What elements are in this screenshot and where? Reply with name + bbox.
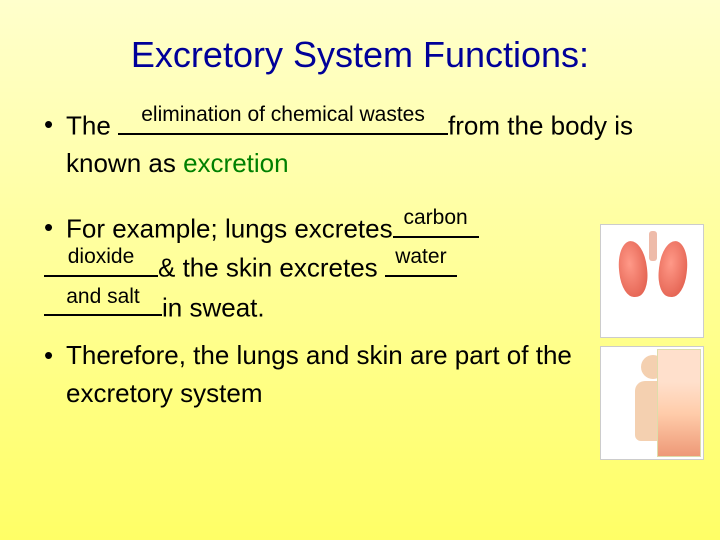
bullet-2: For example; lungs excretescarbon dioxid… xyxy=(44,209,584,327)
bullet1-pre: The xyxy=(66,111,118,141)
skin-layers-icon xyxy=(657,349,701,457)
bullet1-post1a: from xyxy=(448,111,507,141)
side-images xyxy=(600,224,710,468)
blank-salt-label: and salt xyxy=(66,282,140,312)
skin-image xyxy=(600,346,704,460)
blank-water: water xyxy=(385,248,457,277)
bullet-3: Therefore, the lungs and skin are part o… xyxy=(44,337,584,412)
bullet-1: The elimination of chemical wastesfrom t… xyxy=(44,106,676,183)
lungs-image xyxy=(600,224,704,338)
slide-content: The elimination of chemical wastesfrom t… xyxy=(44,106,676,412)
blank-dioxide-label: dioxide xyxy=(68,242,135,272)
blank-elimination: elimination of chemical wastes xyxy=(118,106,448,135)
blank-carbon-label: carbon xyxy=(403,203,467,233)
lungs-icon xyxy=(613,241,693,321)
blank-dioxide: dioxide xyxy=(44,248,158,277)
bullet2-post: in sweat. xyxy=(162,292,265,322)
bullet3-text: Therefore, the lungs and skin are part o… xyxy=(66,340,572,408)
highlight-excretion: excretion xyxy=(183,148,289,178)
blank-salt: and salt xyxy=(44,288,162,317)
bullet2-mid1: & the skin excretes xyxy=(158,253,385,283)
blank-water-label: water xyxy=(395,242,446,272)
bullet2-pre: For example; lungs excretes xyxy=(66,214,393,244)
blank-elimination-label: elimination of chemical wastes xyxy=(141,100,425,130)
blank-carbon: carbon xyxy=(393,209,479,238)
slide: Excretory System Functions: The eliminat… xyxy=(0,0,720,540)
slide-title: Excretory System Functions: xyxy=(44,34,676,76)
